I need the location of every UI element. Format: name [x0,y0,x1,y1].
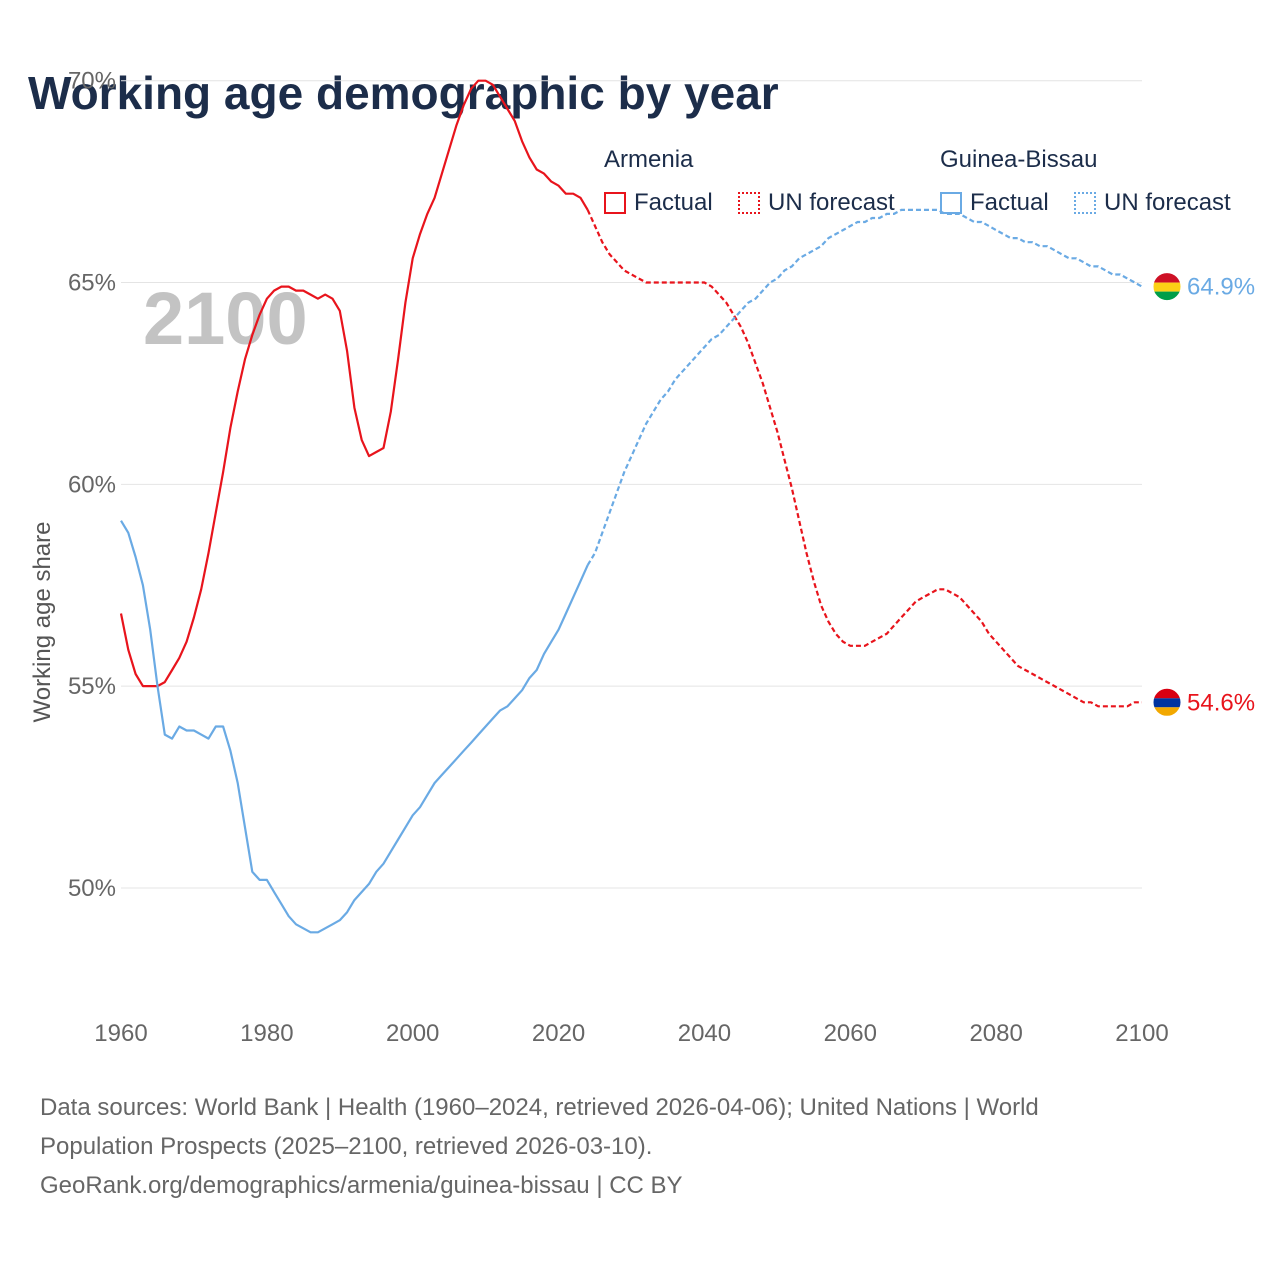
y-tick-label: 60% [68,471,116,498]
grid [121,80,1142,889]
x-tick-label: 2060 [824,1020,877,1047]
flag-stripe [1153,272,1181,283]
legend-item-guinea-bissau-forecast[interactable]: UN forecast [1074,188,1231,218]
legend-group-name: Guinea-Bissau [940,146,1098,173]
sources-line-2: Population Prospects (2025–2100, retriev… [40,1133,653,1160]
chart-title: Working age demographic by year [28,67,779,119]
y-axis: 50% 55% 60% 65% 70% [68,68,116,902]
sources-line-1: Data sources: World Bank | Health (1960–… [40,1094,1039,1121]
y-tick-label: 70% [68,68,116,95]
legend-item-guinea-bissau-factual[interactable]: Factual [940,188,1049,218]
x-axis: 1960 1980 2000 2020 2040 2060 2080 2100 [94,1020,1168,1047]
x-tick-label: 1960 [94,1020,147,1047]
legend-swatch-solid [604,192,626,214]
legend-group-name: Armenia [604,146,694,173]
end-markers: 54.6% 64.9% [1152,272,1255,717]
flag-stripe [1153,688,1181,699]
y-tick-label: 50% [68,875,116,902]
line-chart: 2100 50% 55% 60% 65% 70% 1960 1980 2000 2020 204… [29,68,1255,1047]
series-line-factual [120,520,589,934]
legend-label: Factual [970,189,1049,216]
y-tick-label: 55% [68,673,116,700]
flag-stripe [1153,707,1181,717]
sources-line-3: GeoRank.org/demographics/armenia/guinea-… [40,1172,683,1199]
series-line-forecast [586,208,1143,566]
legend-swatch-dotted [1074,192,1096,214]
y-tick-label: 65% [68,270,116,297]
legend-item-armenia-forecast[interactable]: UN forecast [738,188,895,218]
year-watermark: 2100 [143,277,308,360]
end-flag-marker [1152,272,1182,302]
flag-stripe [1153,291,1181,301]
x-tick-label: 2100 [1115,1020,1168,1047]
series-line-forecast [586,209,1142,708]
flag-border [1152,272,1182,302]
legend-label: Factual [634,189,713,216]
x-tick-label: 2040 [678,1020,731,1047]
flag-stripe [1153,282,1181,292]
data-sources: Data sources: World Bank | Health (1960–… [40,1088,1200,1205]
end-flag-marker [1152,687,1182,717]
legend-label: UN forecast [1104,189,1231,216]
series [119,79,1143,934]
legend-label: UN forecast [768,189,895,216]
legend-swatch-dotted [738,192,760,214]
flag-stripe [1153,698,1181,708]
end-value-label: 64.9% [1187,274,1255,301]
x-tick-label: 2000 [386,1020,439,1047]
x-tick-label: 1980 [240,1020,293,1047]
x-tick-label: 2080 [969,1020,1022,1047]
legend-item-armenia-factual[interactable]: Factual [604,188,713,218]
x-tick-label: 2020 [532,1020,585,1047]
y-axis-label: Working age share [29,522,56,723]
end-value-label: 54.6% [1187,689,1255,716]
series-line-factual [119,79,589,688]
flag-border [1152,687,1182,717]
